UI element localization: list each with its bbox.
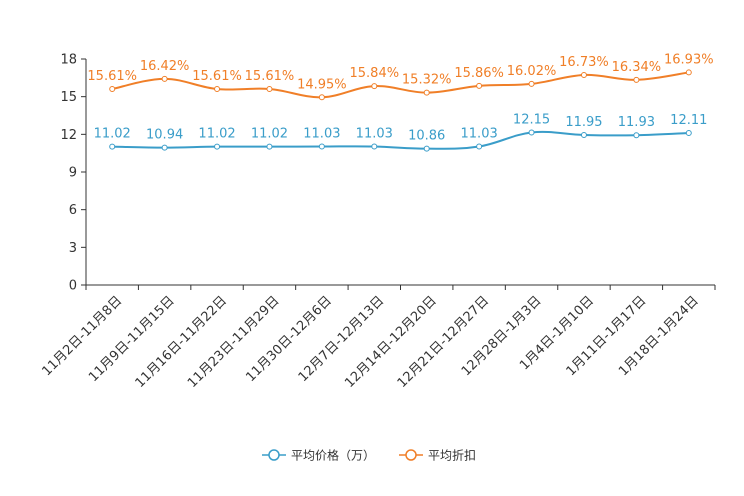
data-label: 11.02 [94,127,131,142]
data-label: 14.95% [297,77,347,92]
data-label: 11.02 [251,127,288,142]
legend-item-0[interactable]: 平均价格（万） [262,448,375,463]
data-point[interactable] [580,131,587,138]
data-label: 15.84% [350,66,400,81]
series-0: 11.02 10.94 11.02 11.02 11.03 11.03 10.86 11.03… [94,112,707,152]
data-point[interactable] [528,80,535,87]
legend-marker [405,449,417,461]
data-point[interactable] [318,94,325,101]
data-label: 16.34% [612,60,662,75]
data-label: 11.02 [198,127,235,142]
data-point[interactable] [476,143,483,150]
data-label: 15.61% [192,69,242,84]
x-tick-label: 11月16日-11月22日 [133,293,230,390]
data-point[interactable] [633,76,640,83]
data-label: 11.93 [618,115,655,130]
data-point[interactable] [161,75,168,82]
data-label: 10.94 [146,128,183,143]
data-label: 12.15 [513,112,550,127]
data-point[interactable] [371,83,378,90]
data-label: 11.95 [565,115,602,130]
y-tick-label: 3 [69,241,77,256]
y-tick-label: 9 [69,166,77,181]
data-label: 16.02% [507,64,557,79]
data-label: 15.61% [245,69,295,84]
y-tick-label: 15 [60,90,77,105]
data-point[interactable] [423,145,430,152]
data-point[interactable] [266,143,273,150]
legend-marker [268,449,280,461]
data-label: 15.61% [87,69,137,84]
data-point[interactable] [476,82,483,89]
axes: 036912151811月2日-11月8日11月9日-11月15日11月16日-… [39,53,716,391]
legend-label: 平均价格（万） [291,448,375,463]
data-point[interactable] [214,86,221,93]
data-point[interactable] [371,143,378,150]
data-label: 15.32% [402,73,452,88]
data-point[interactable] [580,71,587,78]
data-label: 11.03 [303,127,340,142]
series-layer: 11.02 10.94 11.02 11.02 11.03 11.03 10.86 11.03… [87,52,714,152]
data-point[interactable] [214,143,221,150]
data-point[interactable] [109,143,116,150]
data-point[interactable] [266,86,273,93]
data-label: 12.11 [670,113,707,128]
data-point[interactable] [318,143,325,150]
data-label: 16.73% [559,55,609,70]
x-tick-label: 12月14日-12月20日 [342,293,439,390]
y-tick-label: 0 [69,279,77,294]
series-line-1 [112,71,689,99]
data-label: 11.03 [356,127,393,142]
data-label: 11.03 [461,127,498,142]
data-point[interactable] [109,86,116,93]
legend[interactable]: 平均价格（万） 平均折扣 [262,448,476,463]
legend-label: 平均折扣 [428,448,476,463]
legend-item-1[interactable]: 平均折扣 [399,448,476,463]
data-point[interactable] [161,144,168,151]
data-point[interactable] [423,89,430,96]
data-label: 15.86% [454,66,504,81]
series-1: 15.61%16.42%15.61% 15.61%14.95%15.84% 15.3… [87,52,714,101]
data-point[interactable] [685,129,692,136]
data-point[interactable] [685,69,692,76]
series-line-0 [112,130,689,150]
x-tick-label: 11月23日-11月29日 [185,293,282,390]
data-point[interactable] [633,132,640,139]
y-tick-label: 12 [60,128,77,143]
x-tick-label: 12月21日-12月27日 [395,293,492,390]
data-point[interactable] [528,129,535,136]
y-tick-label: 18 [60,53,77,68]
y-tick-label: 6 [69,203,77,218]
data-label: 10.86 [408,129,445,144]
data-label: 16.42% [140,59,190,74]
data-label: 16.93% [664,52,714,67]
